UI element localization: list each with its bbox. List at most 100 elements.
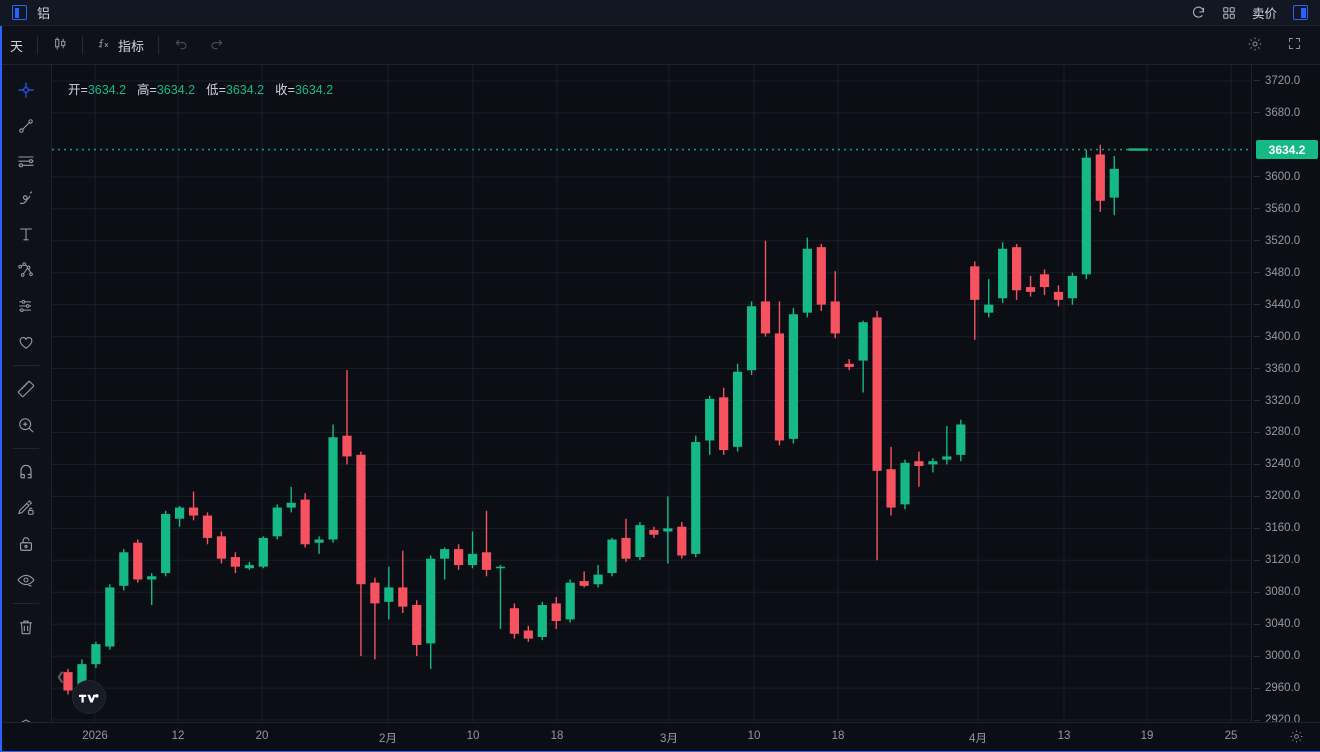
undo-button[interactable] xyxy=(163,31,199,59)
legend-close-value: 3634.2 xyxy=(294,83,334,97)
price-axis-tick: 3280.0 xyxy=(1252,425,1320,439)
time-axis-settings-icon[interactable] xyxy=(1289,729,1304,749)
brush-tool[interactable] xyxy=(9,181,43,215)
refresh-icon[interactable] xyxy=(1191,5,1206,20)
price-axis-tick-label: 3680.0 xyxy=(1265,106,1301,119)
grid-layout-icon[interactable] xyxy=(1222,6,1236,20)
redo-button[interactable] xyxy=(199,31,235,59)
time-axis-tick-label: 13 xyxy=(1057,730,1071,742)
stay-in-drawing-mode-tool[interactable] xyxy=(9,491,43,525)
price-axis-tick-label: 3320.0 xyxy=(1265,394,1301,407)
candle-body xyxy=(1081,157,1091,275)
candle xyxy=(91,641,101,669)
candle xyxy=(286,486,296,513)
candle xyxy=(691,435,701,558)
top-bar: 铝 卖价 xyxy=(0,0,1320,26)
candle xyxy=(970,261,980,340)
favorites-tool[interactable] xyxy=(9,325,43,359)
candle xyxy=(565,579,575,623)
price-axis-tick: 3680.0 xyxy=(1252,106,1320,120)
candle xyxy=(440,547,450,580)
candle-body xyxy=(691,442,701,554)
candle xyxy=(733,363,743,452)
candle-body xyxy=(1067,275,1077,299)
candle xyxy=(621,518,631,562)
chart-canvas[interactable] xyxy=(52,65,1251,752)
price-axis-tick: 3040.0 xyxy=(1252,617,1320,631)
trend-line-tool[interactable] xyxy=(9,109,43,143)
symbol-name[interactable]: 铝 xyxy=(37,6,51,21)
hide-drawings-tool[interactable] xyxy=(9,563,43,597)
price-axis-tick-label: 3240.0 xyxy=(1265,458,1301,471)
candle-body xyxy=(830,301,840,334)
patterns-tool[interactable] xyxy=(9,253,43,287)
ask-price-label[interactable]: 卖价 xyxy=(1251,7,1277,21)
candle-body xyxy=(1053,291,1064,300)
candle-body xyxy=(984,304,994,313)
candle-body xyxy=(454,549,464,566)
candle-body xyxy=(412,605,422,645)
indicators-button[interactable]: 指标 xyxy=(87,31,154,59)
collapse-arrow-icon[interactable]: ❮ xyxy=(56,671,66,683)
candle-body xyxy=(746,306,757,371)
text-tool[interactable] xyxy=(9,217,43,251)
candle-body xyxy=(230,557,240,567)
magnet-tool[interactable] xyxy=(9,455,43,489)
candle-body xyxy=(844,363,854,367)
price-axis-tick-label: 3600.0 xyxy=(1265,170,1301,183)
price-axis-tick-label: 3480.0 xyxy=(1265,266,1301,279)
candle xyxy=(942,426,952,465)
candle-body xyxy=(328,437,338,540)
time-axis-tick-label: 2月 xyxy=(379,733,397,745)
price-axis-tick-label: 3280.0 xyxy=(1265,426,1301,439)
candlestick-svg xyxy=(52,65,1251,752)
zoom-tool[interactable] xyxy=(9,408,43,442)
remove-drawings-tool[interactable] xyxy=(9,610,43,644)
fullscreen-button[interactable] xyxy=(1277,31,1312,59)
chart-settings-button[interactable] xyxy=(1237,31,1273,59)
candle-body xyxy=(77,664,87,687)
candle-body xyxy=(607,539,617,574)
gear-icon xyxy=(1247,36,1263,55)
last-price-badge[interactable]: 3634.2 xyxy=(1256,140,1318,160)
candle-body xyxy=(426,558,436,644)
measure-tool[interactable] xyxy=(9,372,43,406)
right-panel-icon[interactable] xyxy=(1293,5,1308,20)
candle xyxy=(635,521,645,561)
time-axis[interactable]: 2026 12 20 2月 10 18 3月 10 18 4月 13 19 25 xyxy=(0,722,1320,752)
candle-body xyxy=(133,542,143,580)
symbol-panel-icon[interactable] xyxy=(12,5,27,20)
candle xyxy=(984,279,994,318)
price-axis[interactable]: 3720.0 3680.0 3600.0 3560.0 3520.0 3480.0 3440… xyxy=(1251,65,1320,752)
price-axis-tick: 3400.0 xyxy=(1252,330,1320,344)
price-axis-tick: 3240.0 xyxy=(1252,457,1320,471)
time-axis-tick-label: 10 xyxy=(466,730,480,742)
candle-body xyxy=(663,528,673,532)
candle xyxy=(216,531,227,564)
chart-type-button[interactable] xyxy=(42,31,78,59)
horizontal-levels-tool[interactable] xyxy=(9,145,43,179)
candle-body xyxy=(928,461,938,465)
candle xyxy=(774,301,785,446)
time-axis-tick-label: 18 xyxy=(831,730,845,742)
price-axis-tick-label: 3120.0 xyxy=(1265,554,1301,567)
ohlc-legend: 开=3634.2 高=3634.2 低=3634.2 收=3634.2 xyxy=(68,79,340,98)
candle xyxy=(551,597,561,629)
candle-body xyxy=(384,587,394,602)
price-axis-tick: 3600.0 xyxy=(1252,170,1320,184)
price-axis-tick-label: 3720.0 xyxy=(1265,74,1301,87)
lock-drawings-tool[interactable] xyxy=(9,527,43,561)
candle xyxy=(1095,144,1105,212)
forecast-tool[interactable] xyxy=(9,289,43,323)
crosshair-tool[interactable] xyxy=(9,73,43,107)
candle-body xyxy=(872,317,882,471)
candle-body xyxy=(956,424,966,455)
legend-high-value: 3634.2 xyxy=(156,83,196,97)
interval-button[interactable]: 天 xyxy=(0,31,33,59)
candle xyxy=(161,510,171,577)
candle xyxy=(872,311,882,561)
candle xyxy=(1109,156,1119,216)
candle-body xyxy=(1039,274,1050,288)
candle-body xyxy=(886,469,896,508)
candle-body xyxy=(286,502,296,508)
